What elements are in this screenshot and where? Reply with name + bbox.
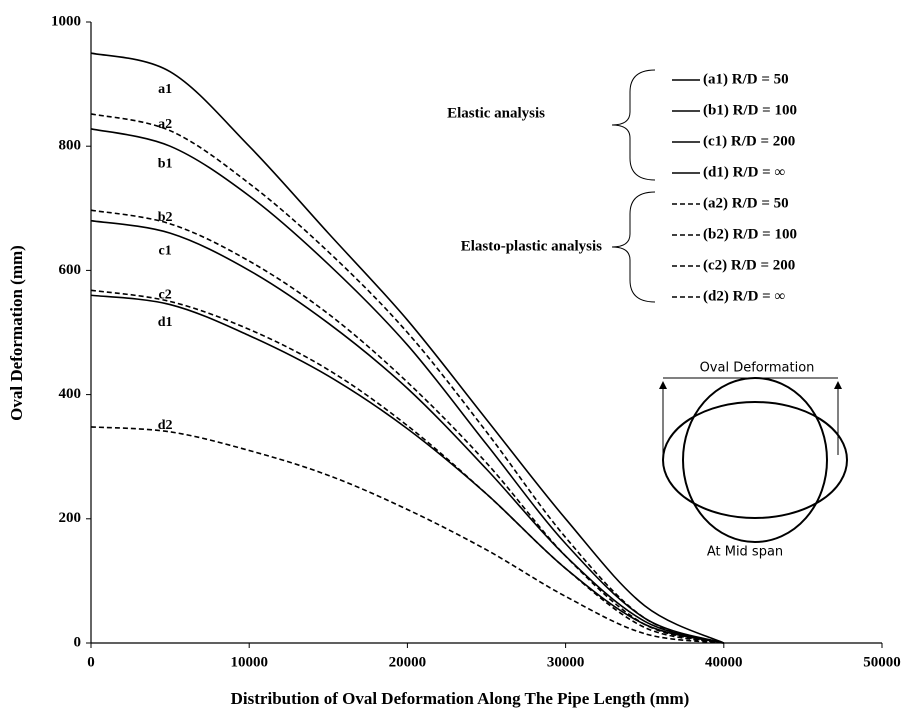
legend-brace bbox=[611, 69, 656, 181]
legend-group: Elasto-plastic analysis bbox=[461, 238, 602, 254]
legend-group: Elastic analysis bbox=[447, 105, 545, 121]
y-tick-label: 600 bbox=[59, 262, 82, 278]
y-tick-label: 400 bbox=[59, 386, 82, 402]
inset-label: At Mid span bbox=[707, 545, 783, 560]
line bbox=[90, 113, 725, 644]
inset-label: Oval Deformation bbox=[700, 361, 815, 376]
curve-label: b2 bbox=[158, 210, 173, 225]
curve-label: a1 bbox=[158, 82, 172, 97]
legend-label: (d1) R/D = ∞ bbox=[703, 164, 785, 180]
legend-label: (c2) R/D = 200 bbox=[703, 257, 795, 273]
y-tick-label: 200 bbox=[59, 510, 82, 526]
line bbox=[90, 209, 724, 644]
legend-label: (a1) R/D = 50 bbox=[703, 71, 789, 87]
line bbox=[90, 128, 725, 644]
legend-label: (b2) R/D = 100 bbox=[703, 226, 797, 242]
x-tick-label: 10000 bbox=[230, 654, 268, 670]
curve-label: b1 bbox=[158, 156, 173, 171]
x-tick-label: 20000 bbox=[389, 654, 427, 670]
x-tick-label: 30000 bbox=[547, 654, 585, 670]
line bbox=[90, 426, 724, 644]
legend-label: (b1) R/D = 100 bbox=[703, 102, 797, 118]
curve-label: c2 bbox=[158, 288, 171, 303]
curve-label: a2 bbox=[158, 117, 172, 132]
curve-label: c1 bbox=[158, 243, 171, 258]
legend-label: (d2) R/D = ∞ bbox=[703, 288, 785, 304]
x-tick-label: 40000 bbox=[705, 654, 743, 670]
y-tick-label: 0 bbox=[74, 634, 82, 650]
curve-label: d2 bbox=[158, 418, 173, 433]
y-tick-label: 800 bbox=[59, 138, 82, 154]
line bbox=[90, 294, 724, 644]
legend-brace bbox=[611, 191, 656, 303]
x-tick-label: 50000 bbox=[863, 654, 901, 670]
line bbox=[90, 289, 724, 644]
inset-diagram bbox=[659, 377, 848, 543]
y-axis-title: Oval Deformation (mm) bbox=[7, 245, 26, 421]
x-tick-label: 0 bbox=[87, 654, 95, 670]
curve-label: d1 bbox=[158, 315, 173, 330]
legend-label: (c1) R/D = 200 bbox=[703, 133, 795, 149]
y-tick-label: 1000 bbox=[51, 13, 81, 29]
line bbox=[90, 52, 725, 644]
line bbox=[90, 219, 725, 644]
x-axis-title: Distribution of Oval Deformation Along T… bbox=[231, 689, 690, 708]
legend-label: (a2) R/D = 50 bbox=[703, 195, 789, 211]
